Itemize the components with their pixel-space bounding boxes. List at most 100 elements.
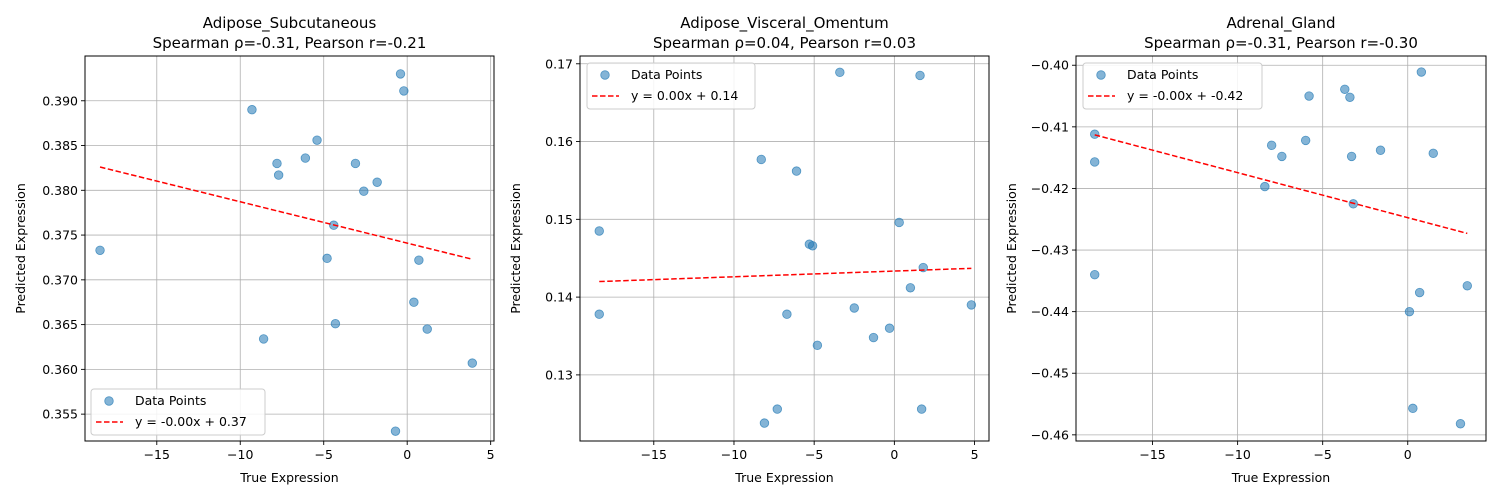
legend-box bbox=[1082, 62, 1263, 110]
data-point bbox=[414, 255, 424, 265]
y-tick-label: 0.390 bbox=[42, 93, 78, 108]
x-tick-label: −15 bbox=[144, 447, 170, 462]
data-point bbox=[395, 69, 406, 79]
y-axis-label: Predicted Expression bbox=[508, 183, 523, 314]
data-point bbox=[1428, 148, 1438, 159]
data-point bbox=[1260, 181, 1270, 192]
data-point bbox=[966, 300, 977, 310]
data-point bbox=[894, 217, 904, 228]
data-point bbox=[1345, 92, 1355, 102]
legend: Data Points y = -0.00x + 0.37 bbox=[90, 388, 266, 436]
x-tick-label: −10 bbox=[227, 447, 253, 462]
y-tick-label: 0.385 bbox=[42, 138, 78, 153]
data-point bbox=[594, 309, 604, 319]
legend-label-fit: y = -0.00x + 0.37 bbox=[135, 414, 247, 429]
y-tick-label: 0.13 bbox=[545, 367, 573, 382]
chart-title: Adipose_Visceral_Omentum bbox=[680, 14, 889, 33]
data-point bbox=[759, 418, 770, 428]
x-tick-label: −10 bbox=[721, 447, 747, 462]
x-tick-label: 0 bbox=[1404, 447, 1412, 462]
y-tick-label: 0.15 bbox=[545, 212, 573, 227]
data-point bbox=[1414, 287, 1425, 298]
y-tick-label: −0.42 bbox=[1031, 181, 1069, 196]
y-tick-label: −0.40 bbox=[1031, 58, 1069, 73]
data-point bbox=[884, 323, 895, 333]
y-tick-label: 0.14 bbox=[545, 290, 573, 305]
legend: Data Points y = -0.00x + -0.42 bbox=[1082, 62, 1263, 110]
x-tick-label: −5 bbox=[1313, 447, 1331, 462]
data-point bbox=[1455, 419, 1466, 429]
x-axis-label: True Expression bbox=[1231, 470, 1330, 485]
y-tick-label: −0.44 bbox=[1031, 304, 1069, 319]
chart-title: Adipose_Subcutaneous bbox=[203, 14, 377, 33]
data-point bbox=[322, 253, 332, 264]
y-tick-label: 0.380 bbox=[42, 183, 78, 198]
data-point bbox=[1300, 135, 1311, 146]
data-point bbox=[399, 86, 409, 96]
data-point bbox=[372, 177, 382, 187]
x-tick-label: 5 bbox=[487, 447, 495, 462]
data-point bbox=[905, 283, 916, 293]
x-tick-label: −15 bbox=[1139, 447, 1165, 462]
y-tick-label: 0.375 bbox=[42, 228, 78, 243]
legend-label-fit: y = 0.00x + 0.14 bbox=[631, 88, 738, 103]
x-tick-label: −15 bbox=[641, 447, 667, 462]
data-point bbox=[390, 426, 401, 436]
y-axis-label: Predicted Expression bbox=[1004, 183, 1019, 314]
legend-marker-points bbox=[600, 70, 610, 80]
legend: Data Points y = 0.00x + 0.14 bbox=[586, 62, 756, 110]
legend-marker-points bbox=[104, 396, 114, 406]
legend-box bbox=[90, 388, 266, 436]
data-point bbox=[1416, 67, 1427, 77]
chart-subtitle: Spearman ρ=0.04, Pearson r=0.03 bbox=[653, 34, 916, 52]
data-point bbox=[258, 334, 269, 344]
legend-label-fit: y = -0.00x + -0.42 bbox=[1127, 88, 1243, 103]
data-point bbox=[812, 340, 823, 351]
data-point bbox=[915, 70, 925, 81]
data-point bbox=[409, 297, 419, 307]
data-point bbox=[756, 154, 766, 165]
y-tick-label: 0.370 bbox=[42, 272, 78, 287]
data-point bbox=[835, 67, 845, 78]
data-point bbox=[300, 153, 311, 163]
plot-frame bbox=[579, 55, 990, 442]
data-point bbox=[849, 303, 859, 313]
data-point bbox=[1408, 403, 1418, 414]
data-point bbox=[95, 245, 105, 255]
legend-box bbox=[586, 62, 756, 110]
data-point bbox=[272, 158, 282, 169]
chart-subtitle: Spearman ρ=-0.31, Pearson r=-0.21 bbox=[153, 34, 427, 52]
data-point bbox=[916, 404, 927, 414]
legend-marker-points bbox=[1096, 70, 1106, 80]
x-axis-label: True Expression bbox=[239, 470, 338, 485]
plot-frame bbox=[84, 55, 495, 442]
data-point bbox=[782, 309, 792, 319]
data-point bbox=[1090, 157, 1100, 167]
y-tick-label: −0.41 bbox=[1031, 119, 1069, 134]
data-point bbox=[359, 186, 369, 196]
y-tick-label: −0.45 bbox=[1031, 366, 1069, 381]
data-point bbox=[1090, 269, 1100, 280]
plot-frame bbox=[1075, 55, 1487, 442]
x-tick-label: 0 bbox=[403, 447, 411, 462]
y-axis-label: Predicted Expression bbox=[13, 183, 28, 314]
y-tick-label: −0.46 bbox=[1031, 427, 1069, 442]
data-point bbox=[772, 404, 782, 414]
chart-subtitle: Spearman ρ=-0.31, Pearson r=-0.30 bbox=[1144, 34, 1418, 52]
data-point bbox=[1277, 151, 1287, 162]
chart-title: Adrenal_Gland bbox=[1227, 14, 1336, 33]
legend-label-points: Data Points bbox=[135, 393, 206, 408]
y-tick-label: −0.43 bbox=[1031, 243, 1069, 258]
data-point bbox=[1340, 84, 1350, 94]
y-tick-label: 0.355 bbox=[42, 407, 78, 422]
data-point bbox=[273, 170, 284, 180]
data-point bbox=[1462, 281, 1472, 291]
data-point bbox=[247, 105, 257, 115]
x-tick-label: −10 bbox=[1224, 447, 1250, 462]
x-tick-label: −5 bbox=[805, 447, 823, 462]
data-point bbox=[312, 135, 322, 145]
y-tick-label: 0.17 bbox=[545, 56, 573, 71]
